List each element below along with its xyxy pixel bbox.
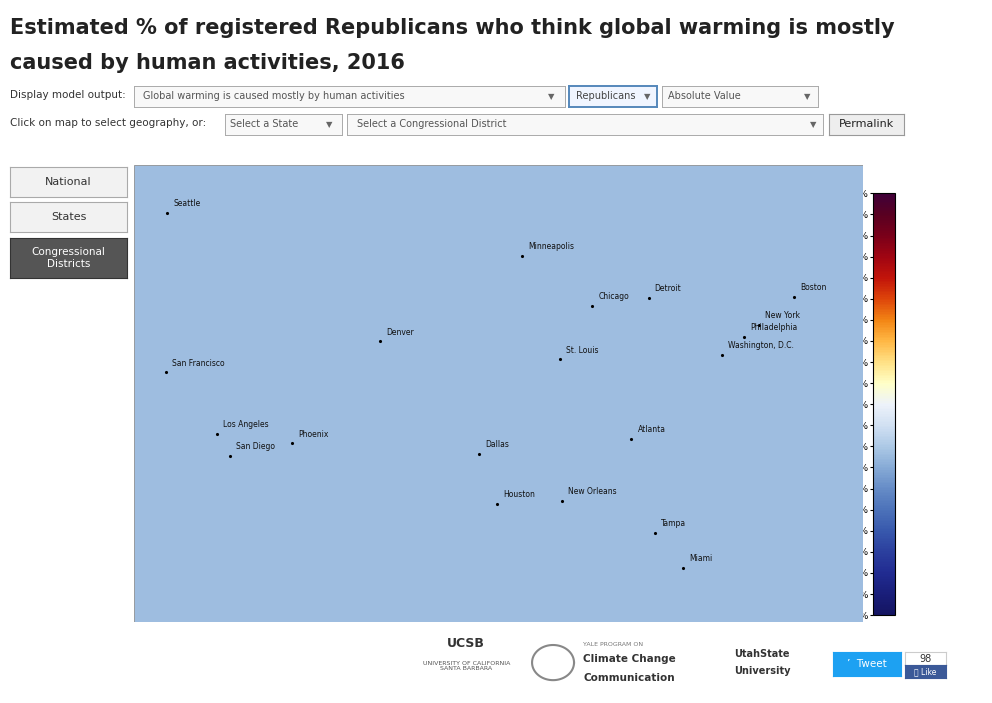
Text: Display model output:: Display model output: (10, 90, 126, 100)
Text: UtahState: UtahState (734, 650, 790, 659)
Text: ▼: ▼ (810, 120, 816, 129)
Text: Phoenix: Phoenix (299, 430, 328, 439)
Text: UCSB: UCSB (447, 638, 485, 650)
Text: Select a Congressional District: Select a Congressional District (357, 120, 506, 129)
Text: ’  Tweet: ’ Tweet (847, 659, 887, 669)
Text: Click on map to select geography, or:: Click on map to select geography, or: (10, 118, 206, 128)
Text: Detroit: Detroit (655, 284, 682, 293)
Text: ▼: ▼ (805, 92, 810, 101)
Text: Miami: Miami (689, 555, 712, 563)
Text: Communication: Communication (583, 673, 675, 683)
Text: Washington, D.C.: Washington, D.C. (728, 341, 795, 349)
Text: Global warming is caused mostly by human activities: Global warming is caused mostly by human… (143, 91, 404, 101)
Text: ▼: ▼ (644, 92, 651, 101)
Text: caused by human activities, 2016: caused by human activities, 2016 (10, 53, 405, 72)
Text: Boston: Boston (801, 283, 827, 292)
Text: St. Louis: St. Louis (566, 345, 599, 354)
Text: Seattle: Seattle (174, 199, 200, 207)
Text: YALE PROGRAM ON: YALE PROGRAM ON (583, 642, 644, 647)
Text: UNIVERSITY OF CALIFORNIA
SANTA BARBARA: UNIVERSITY OF CALIFORNIA SANTA BARBARA (423, 661, 510, 671)
Text: ▼: ▼ (549, 92, 555, 101)
Text: National: National (45, 177, 92, 187)
Text: Republicans: Republicans (575, 91, 635, 101)
Text: States: States (51, 212, 86, 222)
Text: 98: 98 (920, 654, 931, 664)
Text: San Francisco: San Francisco (172, 359, 224, 368)
Text: Permalink: Permalink (839, 120, 894, 129)
Text: 👍 Like: 👍 Like (915, 667, 936, 676)
Text: Atlanta: Atlanta (638, 425, 666, 434)
Text: Minneapolis: Minneapolis (529, 242, 574, 251)
Text: San Diego: San Diego (236, 441, 275, 451)
Text: Tampa: Tampa (661, 520, 686, 529)
Text: ▼: ▼ (326, 120, 333, 129)
Text: New York: New York (765, 311, 800, 321)
Text: Dallas: Dallas (486, 440, 510, 449)
Text: Select a State: Select a State (230, 120, 299, 129)
Text: Estimated % of registered Republicans who think global warming is mostly: Estimated % of registered Republicans wh… (10, 18, 895, 37)
Text: Climate Change: Climate Change (583, 654, 676, 664)
Text: Absolute Value: Absolute Value (668, 91, 741, 101)
Text: Denver: Denver (386, 328, 414, 337)
Text: Los Angeles: Los Angeles (223, 420, 269, 429)
Text: Houston: Houston (503, 490, 535, 499)
Text: Congressional
Districts: Congressional Districts (32, 247, 105, 269)
Text: University: University (734, 666, 791, 676)
Text: New Orleans: New Orleans (568, 486, 617, 496)
Text: Chicago: Chicago (598, 292, 629, 302)
Text: Philadelphia: Philadelphia (750, 323, 798, 333)
